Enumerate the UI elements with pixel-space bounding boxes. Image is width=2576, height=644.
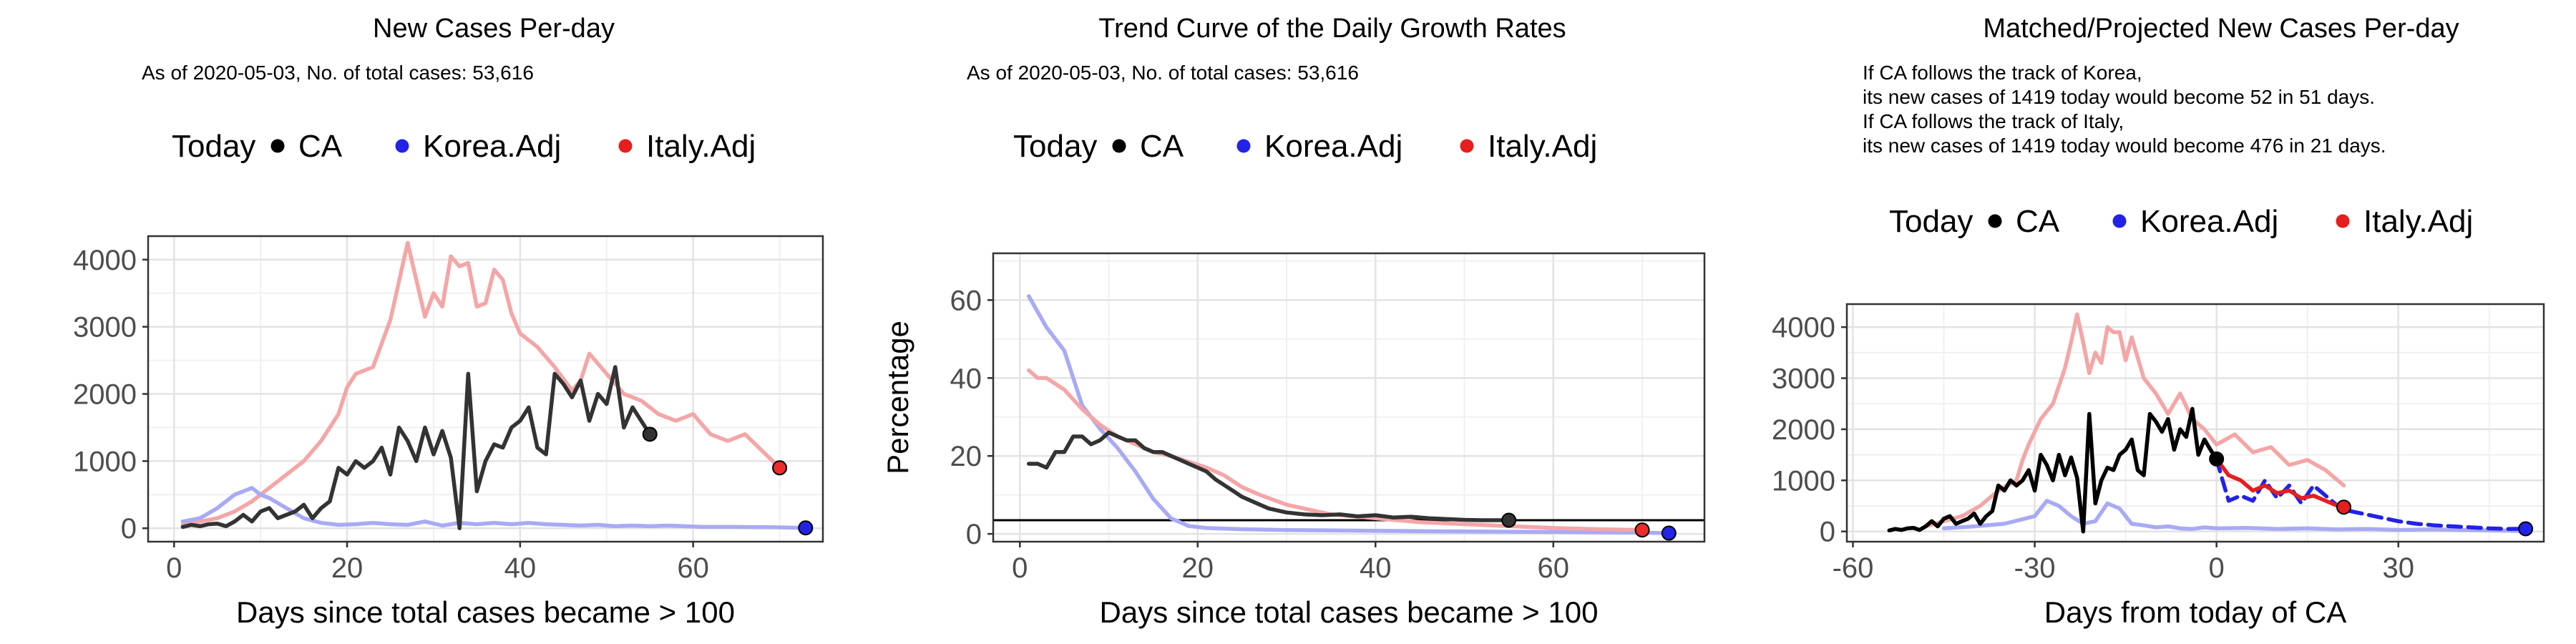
- y-tick-label: 40: [950, 363, 982, 394]
- series-line-korea-adj: [180, 486, 808, 530]
- x-tick-label: 20: [331, 552, 364, 584]
- x-tick-label: 0: [2209, 552, 2225, 584]
- legend: Today CA Korea.Adj Italy.Adj: [1889, 204, 2473, 239]
- legend-marker-ca: [1988, 214, 2002, 228]
- annotation-line: its new cases of 1419 today would become…: [1863, 86, 2375, 108]
- plot-area: [993, 253, 1704, 542]
- legend-title: Today: [172, 129, 255, 164]
- x-axis-label: Days from today of CA: [2044, 595, 2346, 629]
- legend-marker-italy-adj: [1460, 139, 1474, 153]
- y-tick-label: 0: [1820, 517, 1835, 548]
- x-tick-label: 40: [1360, 552, 1392, 584]
- chart-panel-2: 0 20 40 60 0 20 40 60 Trend Curve of the Daily G…: [881, 14, 1706, 629]
- x-tick-label: 60: [677, 552, 709, 584]
- legend-label: Italy.Adj: [646, 129, 756, 164]
- legend: Today CA Korea.Adj Italy.Adj: [172, 129, 756, 164]
- legend: Today CA Korea.Adj Italy.Adj: [1013, 129, 1597, 164]
- y-axis-label: Percentage: [881, 321, 914, 474]
- today-point-italy-adj: [772, 460, 788, 476]
- series-line-korea-adj: [1026, 294, 1672, 535]
- y-tick-label: 4000: [73, 245, 137, 276]
- legend-label: CA: [298, 129, 343, 164]
- chart-title: New Cases Per-day: [373, 14, 615, 44]
- legend-title: Today: [1889, 204, 1973, 239]
- series-line-italy-adj: [2214, 457, 2346, 509]
- series-line-ca: [1026, 430, 1511, 522]
- y-tick-label: 4000: [1772, 312, 1835, 343]
- series-line-korea-adj: [1941, 499, 2522, 533]
- today-point-ca: [1501, 512, 1517, 528]
- today-point-korea-adj: [2518, 521, 2534, 537]
- legend-marker-korea-adj: [1236, 139, 1251, 153]
- legend-label: CA: [1140, 129, 1184, 164]
- x-tick-label: -30: [2014, 552, 2056, 584]
- legend-marker-ca: [1112, 139, 1126, 153]
- plot-area: [148, 236, 823, 542]
- series-line-ca: [180, 365, 652, 530]
- y-tick-label: 0: [966, 519, 982, 550]
- today-point-italy-adj: [2336, 499, 2352, 515]
- legend-label: Korea.Adj: [2140, 204, 2278, 239]
- legend-marker-korea-adj: [2112, 214, 2127, 228]
- y-tick-label: 3000: [73, 312, 137, 343]
- legend-label: Korea.Adj: [423, 129, 561, 164]
- series-line-ca: [1887, 406, 2219, 534]
- y-tick-label: 1000: [73, 446, 137, 477]
- plot-border: [1845, 303, 2545, 543]
- x-tick-label: 0: [166, 552, 182, 584]
- legend-marker-korea-adj: [395, 139, 409, 153]
- series-line-italy-adj: [1026, 368, 1644, 532]
- legend-label: Korea.Adj: [1264, 129, 1402, 164]
- legend-marker-ca: [270, 139, 285, 153]
- today-point-ca: [642, 426, 658, 442]
- today-point-ca: [2209, 451, 2225, 467]
- today-point-korea-adj: [798, 520, 814, 536]
- annotation-line: If CA follows the track of Italy,: [1863, 110, 2124, 132]
- x-tick-label: 40: [504, 552, 537, 584]
- x-axis-label: Days since total cases became > 100: [1100, 595, 1599, 629]
- chart-subtitle: As of 2020-05-03, No. of total cases: 53…: [967, 62, 1359, 84]
- plot-border: [147, 235, 824, 543]
- series-line-italy-adj: [180, 240, 782, 527]
- x-tick-label: 20: [1182, 552, 1214, 584]
- y-tick-label: 20: [950, 441, 982, 472]
- annotation-line: its new cases of 1419 today would become…: [1863, 135, 2386, 157]
- legend-marker-italy-adj: [2336, 214, 2350, 228]
- legend-title: Today: [1013, 129, 1097, 164]
- y-tick-label: 1000: [1772, 465, 1835, 497]
- x-tick-label: 0: [1012, 552, 1028, 584]
- x-axis-label: Days since total cases became > 100: [236, 595, 735, 629]
- chart-title: Trend Curve of the Daily Growth Rates: [1098, 14, 1566, 44]
- x-tick-label: 60: [1538, 552, 1570, 584]
- chart-panel-1: 0 1000 2000 3000 4000 0 20 40 60 New Cases Per-da…: [73, 14, 824, 629]
- y-tick-label: 0: [121, 513, 137, 545]
- today-point-korea-adj: [1661, 525, 1677, 541]
- x-tick-label: 30: [2382, 552, 2414, 584]
- y-tick-label: 2000: [73, 379, 137, 411]
- today-point-italy-adj: [1634, 522, 1650, 538]
- legend-label: Italy.Adj: [1488, 129, 1597, 164]
- chart-panel-3: 0 1000 2000 3000 4000 -60 -30 0 30 Matched/Projec…: [1772, 14, 2545, 629]
- legend-label: CA: [2016, 204, 2060, 239]
- legend-marker-italy-adj: [618, 139, 633, 153]
- series-line-italy-adj: [1923, 312, 2346, 529]
- annotation-line: If CA follows the track of Korea,: [1863, 62, 2142, 84]
- chart-subtitle: As of 2020-05-03, No. of total cases: 53…: [142, 62, 534, 84]
- y-tick-label: 2000: [1772, 414, 1835, 446]
- y-tick-label: 60: [950, 285, 982, 316]
- y-tick-label: 3000: [1772, 364, 1835, 395]
- legend-label: Italy.Adj: [2363, 204, 2473, 239]
- x-tick-label: -60: [1833, 552, 1874, 584]
- chart-title: Matched/Projected New Cases Per-day: [1983, 14, 2459, 44]
- plot-border: [992, 252, 1706, 543]
